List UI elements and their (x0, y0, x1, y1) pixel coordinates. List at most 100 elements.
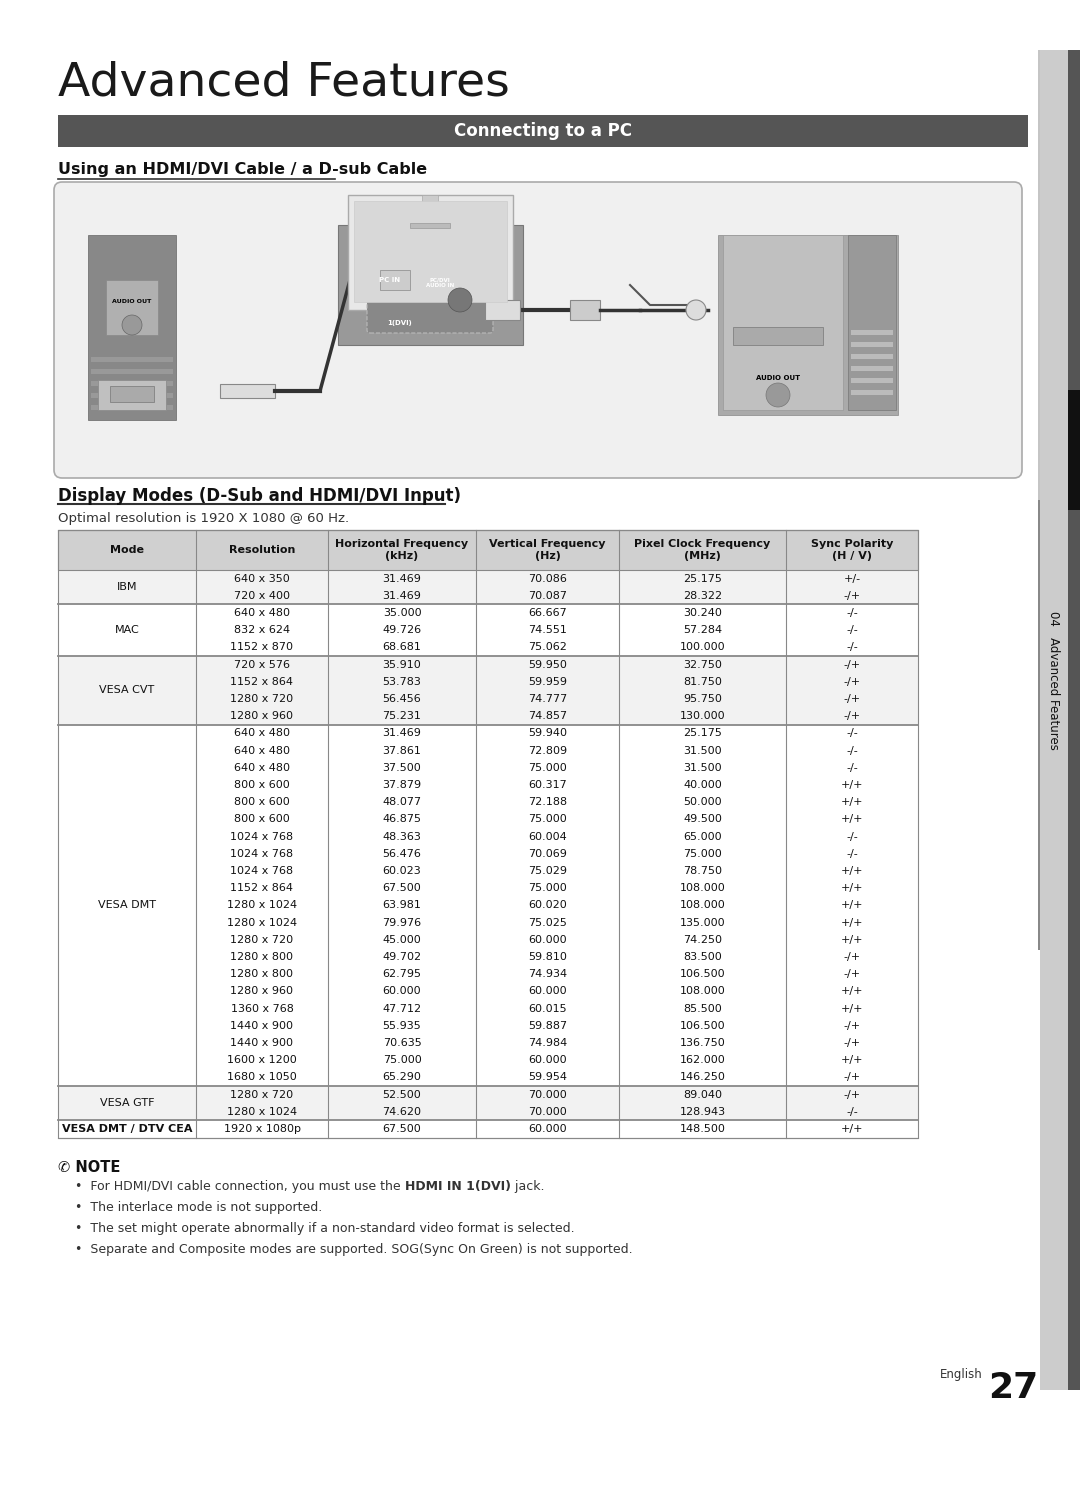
Text: 74.777: 74.777 (528, 695, 567, 704)
Text: 25.175: 25.175 (683, 574, 721, 584)
Text: 60.000: 60.000 (528, 986, 567, 996)
Bar (91, 369, 173, 374)
Text: +/+: +/+ (840, 935, 863, 944)
Text: 75.231: 75.231 (382, 711, 421, 722)
Text: -/-: -/- (846, 746, 858, 756)
Text: 75.000: 75.000 (684, 849, 721, 859)
Text: 75.000: 75.000 (528, 814, 567, 825)
Text: 1280 x 800: 1280 x 800 (230, 970, 294, 979)
Text: 31.500: 31.500 (684, 763, 721, 772)
Bar (106, 279, 158, 335)
Text: 106.500: 106.500 (679, 970, 726, 979)
Text: 31.500: 31.500 (684, 746, 721, 756)
Text: 1152 x 870: 1152 x 870 (230, 642, 294, 653)
Bar (338, 226, 523, 345)
Text: VESA DMT / DTV CEA: VESA DMT / DTV CEA (62, 1123, 192, 1134)
Text: 128.943: 128.943 (679, 1107, 726, 1118)
Bar (58, 725, 918, 1086)
Bar (851, 330, 893, 335)
Bar (220, 384, 275, 397)
Text: -/+: -/+ (843, 711, 861, 722)
Text: 60.317: 60.317 (528, 780, 567, 790)
Text: 640 x 480: 640 x 480 (234, 763, 291, 772)
Text: -/-: -/- (846, 832, 858, 841)
Text: 74.934: 74.934 (528, 970, 567, 979)
Text: 56.456: 56.456 (382, 695, 421, 704)
Text: Connecting to a PC: Connecting to a PC (454, 123, 632, 140)
Text: 108.000: 108.000 (679, 901, 726, 910)
Text: +/+: +/+ (840, 814, 863, 825)
Bar (87, 235, 176, 420)
Text: 162.000: 162.000 (679, 1055, 726, 1065)
FancyBboxPatch shape (367, 247, 492, 333)
Bar (723, 235, 843, 409)
Text: 60.015: 60.015 (528, 1004, 567, 1013)
Text: 1280 x 1024: 1280 x 1024 (227, 917, 297, 928)
Bar (58, 1086, 918, 1120)
Text: -/+: -/+ (843, 1038, 861, 1047)
Text: 56.476: 56.476 (382, 849, 421, 859)
Text: VESA CVT: VESA CVT (99, 686, 154, 695)
Text: 832 x 624: 832 x 624 (234, 624, 291, 635)
Text: 1600 x 1200: 1600 x 1200 (227, 1055, 297, 1065)
Bar (851, 342, 893, 347)
Text: 83.500: 83.500 (684, 952, 721, 962)
Text: 1440 x 900: 1440 x 900 (230, 1020, 294, 1031)
Text: 59.950: 59.950 (528, 659, 567, 669)
Text: 04  Advanced Features: 04 Advanced Features (1055, 608, 1068, 751)
Text: 1(DVI): 1(DVI) (388, 320, 413, 326)
Bar (733, 327, 823, 345)
Text: 1280 x 720: 1280 x 720 (230, 1089, 294, 1100)
Text: 79.976: 79.976 (382, 917, 421, 928)
Text: -/-: -/- (846, 849, 858, 859)
Text: 59.954: 59.954 (528, 1073, 567, 1082)
Text: 75.062: 75.062 (528, 642, 567, 653)
Text: 31.469: 31.469 (382, 590, 421, 601)
Bar (851, 390, 893, 394)
Text: 60.000: 60.000 (528, 1055, 567, 1065)
Text: 74.857: 74.857 (528, 711, 567, 722)
Text: Mode: Mode (110, 545, 144, 554)
Text: •  For HDMI/DVI cable connection, you must use the: • For HDMI/DVI cable connection, you mus… (75, 1180, 405, 1192)
Text: 146.250: 146.250 (679, 1073, 726, 1082)
Bar (718, 235, 897, 415)
Text: 60.000: 60.000 (528, 935, 567, 944)
Text: 89.040: 89.040 (683, 1089, 723, 1100)
Text: 72.809: 72.809 (528, 746, 567, 756)
Text: 74.620: 74.620 (382, 1107, 421, 1118)
Bar (485, 300, 519, 320)
Text: 48.363: 48.363 (382, 832, 421, 841)
Bar (1038, 500, 1080, 950)
Bar (848, 235, 896, 409)
Text: -/+: -/+ (843, 695, 861, 704)
Text: Resolution: Resolution (229, 545, 295, 554)
Text: PC/DVI
AUDIO IN: PC/DVI AUDIO IN (426, 276, 454, 288)
Bar (58, 656, 918, 725)
Text: 45.000: 45.000 (382, 935, 421, 944)
Text: 59.959: 59.959 (528, 677, 567, 687)
Text: AUDIO OUT: AUDIO OUT (756, 375, 800, 381)
Text: 66.667: 66.667 (528, 608, 567, 619)
Text: 27: 27 (988, 1371, 1038, 1404)
Bar (98, 379, 166, 409)
Text: 70.086: 70.086 (528, 574, 567, 584)
Text: -/-: -/- (846, 729, 858, 738)
Text: +/+: +/+ (840, 798, 863, 807)
Text: 81.750: 81.750 (683, 677, 721, 687)
Text: -/+: -/+ (843, 1020, 861, 1031)
Text: 74.984: 74.984 (528, 1038, 567, 1047)
Text: +/+: +/+ (840, 1004, 863, 1013)
Circle shape (686, 300, 706, 320)
Text: 108.000: 108.000 (679, 986, 726, 996)
Text: -/+: -/+ (843, 1073, 861, 1082)
Text: ✆ NOTE: ✆ NOTE (58, 1159, 120, 1174)
Text: 62.795: 62.795 (382, 970, 421, 979)
Text: 70.635: 70.635 (382, 1038, 421, 1047)
Bar (422, 196, 438, 226)
Text: 85.500: 85.500 (684, 1004, 721, 1013)
Text: 49.702: 49.702 (382, 952, 421, 962)
Text: 49.500: 49.500 (683, 814, 721, 825)
Text: -/-: -/- (846, 608, 858, 619)
Text: 67.500: 67.500 (382, 883, 421, 893)
Text: 1152 x 864: 1152 x 864 (230, 883, 294, 893)
